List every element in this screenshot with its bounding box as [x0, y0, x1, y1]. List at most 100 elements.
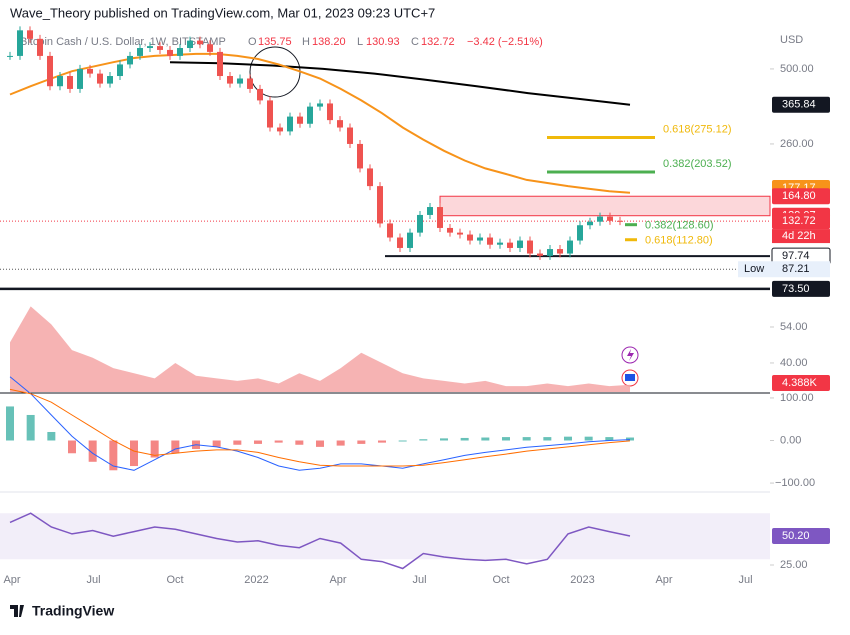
fib-label: 0.618(275.12) [663, 123, 732, 135]
x-tick-label: Jul [738, 574, 752, 586]
price-label: 164.80 [782, 190, 816, 202]
candle [307, 106, 313, 124]
y-tick-label: 0.00 [780, 434, 801, 446]
candle [187, 40, 193, 49]
byline: Wave_Theory published on TradingView.com… [10, 5, 435, 20]
candle [147, 46, 153, 49]
candle [597, 216, 603, 222]
low: 130.93 [366, 36, 400, 48]
macd-hist [626, 437, 634, 441]
candle [507, 242, 513, 248]
x-tick-label: Jul [412, 574, 426, 586]
l-label: L [357, 36, 363, 48]
ma50 [9, 52, 631, 194]
x-tick-label: Apr [655, 574, 672, 586]
fib-label: 0.618(112.80) [645, 235, 713, 247]
macd-hist [522, 437, 531, 441]
x-tick-label: Apr [329, 574, 346, 586]
candle [217, 51, 223, 77]
currency: USD [780, 34, 803, 46]
candle [607, 216, 613, 221]
fib-label: 0.382(128.60) [645, 220, 714, 232]
candle [347, 127, 353, 144]
candle [97, 73, 103, 84]
footer: TradingView [10, 603, 114, 619]
h-label: H [302, 36, 310, 48]
candle [557, 249, 563, 254]
candle [87, 68, 93, 74]
price-label-bg [772, 188, 830, 205]
macd-hist [543, 437, 552, 441]
macd-hist [564, 436, 572, 441]
change: −3.42 (−2.51%) [467, 36, 543, 48]
macd-hist [398, 440, 407, 442]
candle [547, 249, 553, 256]
macd-hist [295, 440, 304, 445]
macd-hist [419, 439, 428, 441]
macd-hist [254, 440, 262, 444]
price-label: 73.50 [782, 283, 810, 295]
volume-area [10, 306, 630, 392]
volume-last-bg [772, 375, 830, 391]
macd-hist [26, 414, 35, 441]
price-label-bg [772, 213, 830, 230]
macd-hist [150, 440, 159, 458]
candle [17, 30, 23, 56]
candle [277, 127, 283, 132]
macd-hist [357, 440, 366, 444]
macd-hist [336, 440, 345, 446]
candle [317, 103, 323, 107]
y-tick-label: 40.00 [780, 357, 808, 369]
y-tick-label: 260.00 [780, 138, 814, 150]
macd-hist [502, 437, 510, 441]
candle [457, 232, 463, 235]
candle [367, 168, 373, 187]
candle [617, 220, 623, 222]
o-label: O [248, 36, 257, 48]
close: 132.72 [421, 36, 455, 48]
macd-hist [212, 440, 221, 447]
candle [127, 55, 133, 65]
candle [177, 48, 183, 56]
candle [117, 64, 123, 77]
candle [237, 78, 243, 84]
countdown: 4d 22h [782, 230, 816, 242]
candle [207, 44, 213, 52]
countdown-bg [772, 229, 830, 244]
fib-label: 0.382(203.52) [663, 158, 732, 170]
high: 138.20 [312, 36, 346, 48]
candle [197, 40, 203, 45]
candle [297, 116, 303, 124]
macd-hist [47, 431, 56, 441]
signal-line [9, 388, 631, 467]
icons [621, 346, 639, 387]
x-tick-label: Apr [3, 574, 20, 586]
x-tick-label: 2023 [570, 574, 594, 586]
candle [577, 225, 583, 241]
macd-hist [460, 437, 469, 441]
ma200 [169, 61, 631, 106]
candle [247, 78, 253, 89]
candle [377, 186, 383, 224]
macd-hist [88, 440, 97, 462]
candle [107, 76, 113, 84]
candle [327, 103, 333, 121]
symbol: Bitcoin Cash / U.S. Dollar, 1W, BITSTAMP [20, 36, 226, 48]
candle [397, 237, 403, 248]
rsi-last-bg [772, 528, 830, 545]
x-tick-label: Oct [166, 574, 183, 586]
candle [417, 214, 423, 233]
c-label: C [411, 36, 419, 48]
candle [357, 143, 363, 169]
macd-hist [316, 440, 324, 447]
y-tick-label: 25.00 [780, 559, 808, 571]
candle [437, 207, 443, 228]
macd-hist [109, 440, 118, 471]
y-tick-label: 100.00 [780, 392, 814, 404]
flag [625, 374, 635, 381]
macd-hist [233, 440, 242, 445]
rsi-last: 50.20 [782, 530, 810, 542]
macd-hist [6, 406, 14, 441]
